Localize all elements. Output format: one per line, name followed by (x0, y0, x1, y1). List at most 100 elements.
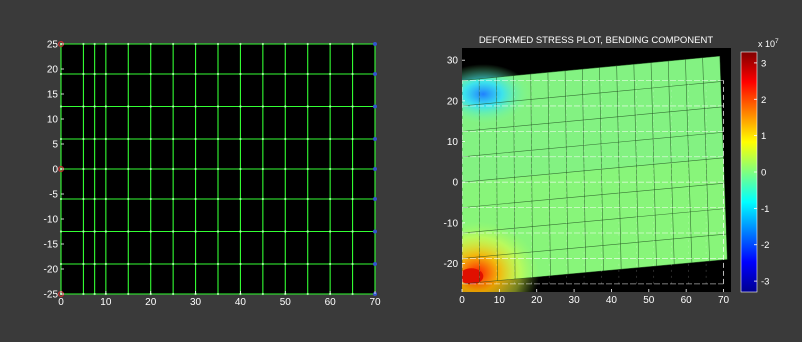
x-tick-label: 40 (606, 295, 618, 306)
y-tick-label: 0 (52, 165, 58, 176)
colorbar-tick-label: -1 (761, 204, 769, 215)
mesh-node (93, 197, 96, 201)
stress-plot: DEFORMED STRESS PLOT, BENDING COMPONENT … (444, 35, 731, 306)
mesh-node (216, 262, 220, 266)
mesh-node (93, 230, 96, 233)
x-tick-label: 70 (369, 297, 381, 308)
mesh-node (284, 167, 287, 171)
mesh-node (239, 167, 242, 171)
mesh-node (351, 262, 354, 266)
mesh-node (329, 230, 332, 233)
mesh-node (216, 105, 220, 108)
mesh-node (306, 262, 309, 266)
mesh-node (284, 137, 287, 141)
mesh-node (149, 262, 152, 266)
colorbar: x 107 3 2 1 0 -1 -2 -3 (740, 38, 779, 293)
mesh-node (104, 262, 107, 266)
mesh-node (306, 105, 309, 108)
mesh-node (306, 72, 309, 76)
mesh-node (261, 42, 264, 46)
mesh-node (127, 42, 130, 46)
load-node-marker (373, 42, 377, 46)
mesh-node (149, 72, 152, 76)
stress-tick-labels: 0 10 20 30 40 50 60 70 30 20 10 0 -10 -20 (444, 56, 730, 306)
colorbar-tick-labels: 3 2 1 0 -1 -2 -3 (754, 58, 769, 288)
load-node-marker (373, 229, 377, 234)
tension-peak (462, 268, 484, 285)
x-tick-label: 60 (325, 297, 337, 308)
mesh-node (351, 167, 354, 171)
y-tick-label: 5 (52, 140, 58, 151)
x-tick-label: 0 (459, 295, 465, 306)
y-tick-label: -10 (444, 218, 459, 229)
mesh-node (93, 137, 96, 141)
y-tick-label: 20 (447, 96, 459, 107)
mesh-node (261, 262, 264, 266)
y-tick-label: -20 (444, 259, 459, 270)
mesh-node (149, 42, 152, 46)
load-node-marker (373, 137, 377, 141)
x-tick-label: 20 (531, 295, 543, 306)
mesh-node (82, 197, 85, 201)
mesh-node (239, 137, 242, 141)
mesh-node (104, 197, 107, 201)
y-tick-label: 20 (47, 65, 59, 76)
y-tick-label: 30 (447, 56, 459, 67)
mesh-node (261, 197, 264, 201)
mesh-node (306, 167, 309, 171)
mesh-node (284, 197, 287, 201)
mesh-node (306, 42, 309, 46)
mesh-node (329, 137, 332, 141)
colorbar-tick-label: -3 (761, 277, 769, 288)
mesh-node (82, 137, 85, 141)
mesh-node (172, 105, 175, 108)
y-tick-label: -25 (44, 290, 59, 301)
colorbar-tick-label: 3 (761, 58, 766, 69)
mesh-node (306, 137, 309, 141)
mesh-node (127, 197, 130, 201)
mesh-node (194, 137, 197, 141)
mesh-node (194, 197, 197, 201)
mesh-node (239, 197, 242, 201)
mesh-node (194, 262, 197, 266)
y-tick-label: 10 (447, 137, 459, 148)
mesh-node (351, 72, 354, 76)
x-tick-label: 10 (100, 297, 112, 308)
mesh-node (261, 105, 264, 108)
deformed-mesh-horizontal (462, 259, 728, 285)
mesh-node (306, 197, 309, 201)
mesh-node (93, 262, 96, 266)
y-tick-label: 10 (47, 115, 59, 126)
y-tick-label: -10 (44, 215, 59, 226)
x-tick-label: 10 (494, 295, 506, 306)
mesh-node (172, 167, 175, 171)
mesh-node (261, 72, 264, 76)
y-tick-label: -15 (44, 240, 59, 251)
deformed-mesh-horizontal (462, 81, 721, 107)
y-tick-label: 25 (47, 40, 59, 51)
mesh-node (93, 167, 96, 171)
x-tick-label: 30 (569, 295, 581, 306)
mesh-node (239, 262, 242, 266)
mesh-node (82, 262, 85, 266)
mesh-node (82, 230, 85, 233)
mesh-node (216, 72, 220, 76)
x-tick-label: 40 (235, 297, 247, 308)
mesh-node (59, 105, 63, 108)
mesh-node (172, 230, 175, 233)
deformed-mesh-horizontal (462, 208, 726, 234)
mesh-node (127, 230, 130, 233)
mesh-node (216, 197, 220, 201)
mesh-node (104, 137, 107, 141)
y-tick-label: -5 (49, 190, 58, 201)
mesh-node (59, 262, 63, 266)
mesh-node (82, 105, 85, 108)
x-tick-label: 0 (58, 297, 64, 308)
mesh-node (351, 137, 354, 141)
mesh-node (127, 292, 130, 296)
mesh-node (261, 292, 264, 296)
mesh-node (329, 72, 332, 76)
mesh-node (104, 105, 107, 108)
colorbar-tick-label: -2 (761, 240, 769, 251)
mesh-node (284, 262, 287, 266)
